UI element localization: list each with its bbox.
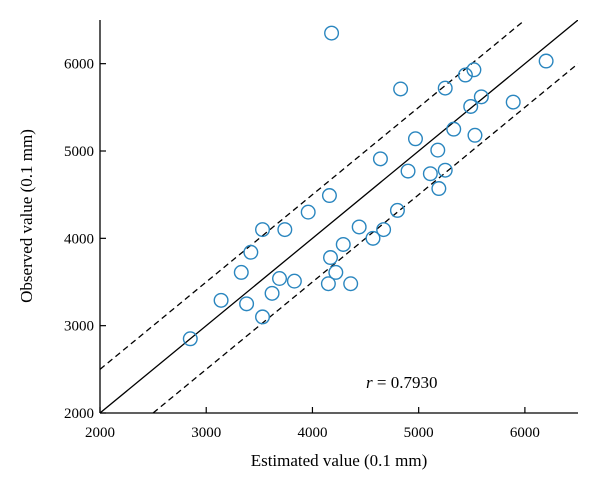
data-point (213, 292, 229, 308)
data-point (473, 89, 489, 105)
y-tick-label: 4000 (64, 231, 94, 247)
reference-lines (100, 20, 578, 413)
data-point (466, 62, 482, 78)
data-point (422, 166, 438, 182)
data-point (233, 264, 249, 280)
data-point (182, 331, 198, 347)
data-point (376, 222, 392, 238)
data-point (437, 80, 453, 96)
axes (99, 20, 578, 414)
data-point (323, 250, 339, 266)
data-point (538, 53, 554, 69)
identity-line (100, 20, 578, 413)
y-axis-label: Observed value (0.1 mm) (17, 129, 36, 303)
data-point (457, 67, 473, 83)
bound-line-1 (100, 20, 526, 370)
data-points (182, 25, 554, 347)
correlation-symbol: r (366, 373, 373, 392)
x-axis-label: Estimated value (0.1 mm) (251, 451, 428, 470)
data-point (243, 244, 259, 260)
data-point (343, 276, 359, 292)
correlation-value: = 0.7930 (373, 373, 438, 392)
data-point (321, 188, 337, 204)
x-tick-label: 6000 (510, 425, 540, 441)
x-tick-label: 4000 (297, 425, 327, 441)
data-point (407, 131, 423, 147)
data-point (463, 98, 479, 114)
data-point (324, 25, 340, 41)
x-tick-label: 2000 (85, 425, 115, 441)
data-point (467, 127, 483, 143)
data-point (300, 204, 316, 220)
data-point (365, 230, 381, 246)
data-point (430, 142, 446, 158)
data-point (277, 222, 293, 238)
data-point (446, 121, 462, 137)
y-tick-label: 3000 (64, 319, 94, 335)
data-point (393, 81, 409, 97)
data-point (264, 285, 280, 301)
data-point (505, 94, 521, 110)
correlation-annotation: r = 0.7930 (366, 373, 437, 392)
data-point (400, 163, 416, 179)
x-tick-label: 5000 (404, 425, 434, 441)
data-point (351, 219, 367, 235)
data-point (255, 222, 271, 238)
data-point (239, 296, 255, 312)
data-point (437, 162, 453, 178)
data-point (335, 236, 351, 252)
data-point (255, 309, 271, 325)
data-point (389, 202, 405, 218)
data-point (328, 264, 344, 280)
x-tick-label: 3000 (191, 425, 221, 441)
y-tick-label: 6000 (64, 57, 94, 73)
y-tick-label: 2000 (64, 406, 94, 422)
data-point (372, 151, 388, 167)
data-point (272, 271, 288, 287)
tick-labels: 2000 3000 4000 5000 6000 2000 3000 4000 5000 6000 (64, 57, 540, 441)
data-point (286, 273, 302, 289)
y-tick-label: 5000 (64, 144, 94, 160)
data-point (431, 181, 447, 197)
data-point (320, 276, 336, 292)
